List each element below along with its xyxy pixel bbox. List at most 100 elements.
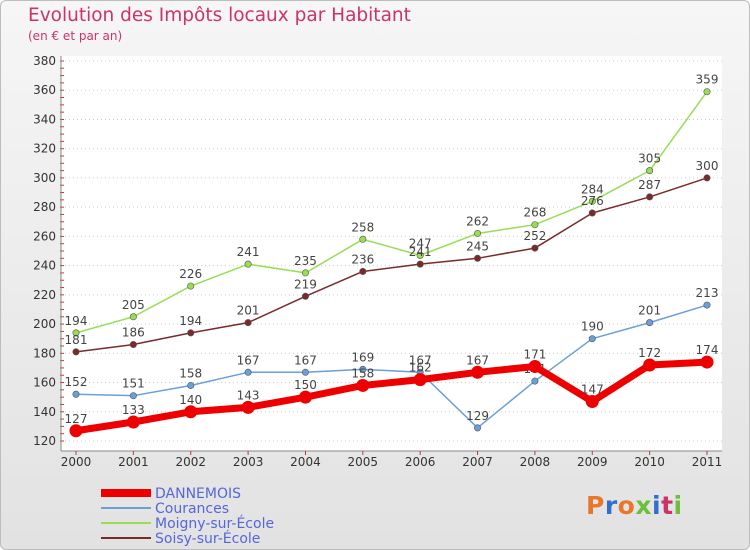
data-point: [72, 390, 80, 398]
data-label: 167: [409, 353, 432, 367]
data-label: 167: [466, 353, 489, 367]
data-label: 236: [351, 252, 374, 266]
y-tick-label: 200: [33, 317, 56, 331]
data-label: 167: [294, 353, 317, 367]
data-point: [643, 358, 657, 372]
data-point: [359, 235, 367, 243]
legend: DANNEMOISCourancesMoigny-sur-ÉcoleSoisy-…: [101, 486, 274, 547]
logo-letter: x: [635, 491, 652, 520]
logo-letter: i: [652, 491, 662, 520]
data-label: 219: [294, 277, 317, 291]
data-label: 172: [638, 346, 661, 360]
data-label: 201: [638, 304, 661, 318]
legend-label: Soisy-sur-École: [155, 530, 260, 547]
series-courances: 152151158167167169167129161190201213: [65, 286, 718, 432]
data-label: 284: [581, 182, 604, 196]
data-point: [531, 244, 539, 252]
data-point: [703, 174, 711, 182]
data-label: 226: [179, 267, 202, 281]
data-point: [585, 395, 599, 409]
series-line: [75, 358, 708, 435]
series-soisy-sur-cole: 181 186 194 201 219 236 241 245 252 276 287 300: [65, 159, 719, 356]
y-tick-label: 140: [33, 405, 56, 419]
data-label: 300: [696, 159, 719, 173]
data-point: [359, 267, 367, 275]
x-tick-label: 2001: [118, 455, 149, 469]
y-tick-label: 360: [33, 83, 56, 97]
data-point: [474, 424, 482, 432]
x-tick-label: 2008: [520, 455, 551, 469]
x-tick-label: 2007: [462, 455, 493, 469]
data-point: [356, 378, 370, 392]
data-label: 276: [581, 194, 604, 208]
data-label: 129: [466, 409, 489, 423]
data-point: [298, 390, 312, 404]
logo-letter: t: [661, 491, 674, 520]
x-tick-label: 2006: [405, 455, 436, 469]
data-point: [471, 365, 485, 379]
legend-label: Moigny-sur-École: [155, 515, 274, 532]
data-point: [301, 292, 309, 300]
data-point: [359, 365, 367, 373]
x-tick-label: 2003: [233, 455, 264, 469]
x-tick-label: 2005: [348, 455, 379, 469]
data-label: 169: [351, 350, 374, 364]
data-label: 268: [523, 206, 546, 220]
logo-letter: P: [586, 491, 605, 520]
data-point: [528, 359, 542, 373]
data-point: [129, 392, 137, 400]
data-point: [703, 88, 711, 96]
data-point: [413, 373, 427, 387]
x-tick-label: 2004: [290, 455, 321, 469]
data-label: 158: [351, 366, 374, 380]
data-point: [588, 335, 596, 343]
y-tick-label: 300: [33, 171, 56, 185]
logo-letter: o: [617, 491, 636, 520]
data-label: 174: [696, 343, 719, 357]
y-tick-label: 260: [33, 229, 56, 243]
chart-title: Evolution des Impôts locaux par Habitant: [28, 5, 411, 26]
plot-area: [61, 56, 722, 451]
data-label: 152: [65, 375, 88, 389]
data-point: [646, 193, 654, 201]
x-tick-label: 2009: [577, 455, 608, 469]
data-label: 186: [122, 326, 145, 340]
y-tick-label: 180: [33, 346, 56, 360]
data-point: [241, 400, 255, 414]
data-point: [187, 282, 195, 290]
y-tick-label: 320: [33, 142, 56, 156]
data-point: [72, 348, 80, 356]
data-point: [588, 197, 596, 205]
data-label: 150: [294, 378, 317, 392]
data-point: [244, 260, 252, 268]
data-label: 127: [65, 412, 88, 426]
proxiti-logo: Proxiti: [586, 491, 683, 520]
data-point: [184, 405, 198, 419]
y-tick-label: 280: [33, 200, 56, 214]
data-label: 359: [696, 73, 719, 87]
x-tick-label: 2002: [175, 455, 206, 469]
data-point: [646, 167, 654, 175]
logo-letter: i: [673, 491, 683, 520]
data-point: [301, 368, 309, 376]
data-label: 241: [237, 245, 260, 259]
data-label: 245: [466, 239, 489, 253]
series-line: [75, 304, 708, 429]
legend-label: DANNEMOIS: [155, 486, 241, 502]
data-label: 151: [122, 377, 145, 391]
data-label: 133: [122, 403, 145, 417]
data-point: [531, 221, 539, 229]
data-point: [244, 368, 252, 376]
data-label: 162: [409, 361, 432, 375]
y-tick-label: 380: [33, 54, 56, 68]
data-point: [129, 313, 137, 321]
data-point: [700, 355, 714, 369]
y-tick-label: 220: [33, 288, 56, 302]
data-point: [69, 424, 83, 438]
data-label: 247: [409, 236, 432, 250]
logo-letter: r: [604, 491, 618, 520]
data-point: [416, 260, 424, 268]
data-label: 194: [65, 314, 88, 328]
data-label: 143: [237, 388, 260, 402]
